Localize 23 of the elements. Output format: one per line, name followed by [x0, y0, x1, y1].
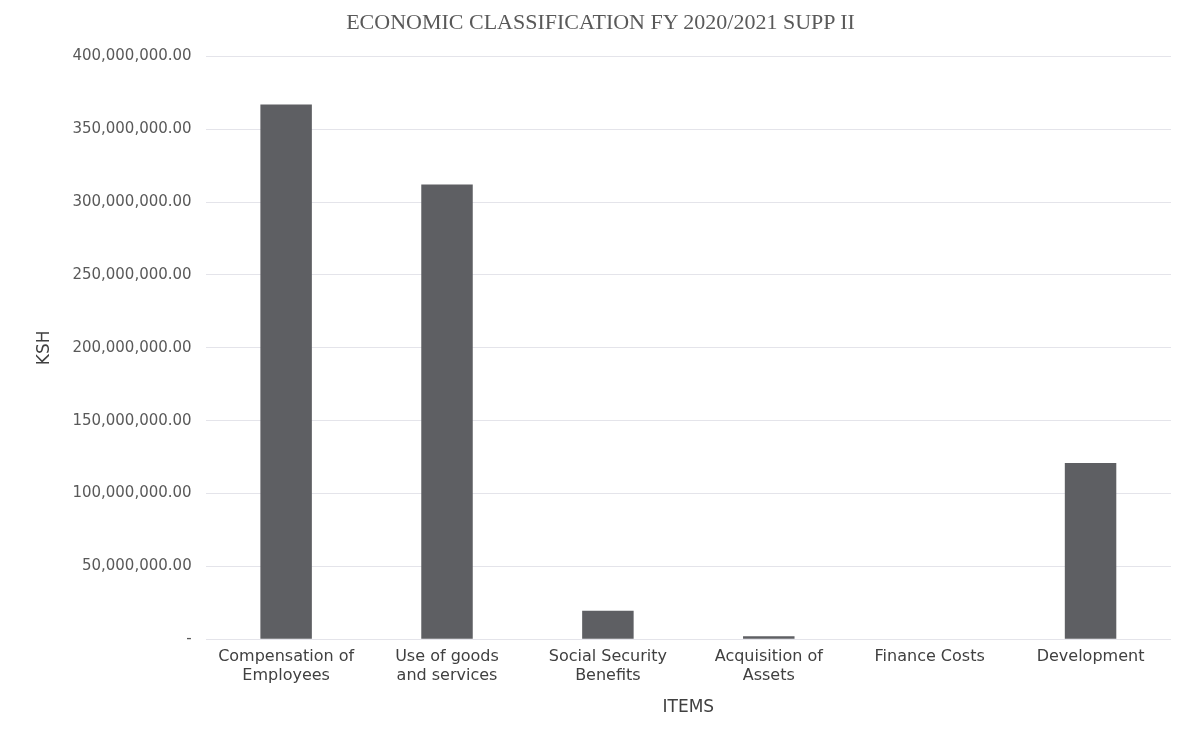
x-axis-title: ITEMS — [662, 696, 715, 717]
chart-title: ECONOMIC CLASSIFICATION FY 2020/2021 SUPP II — [346, 8, 855, 34]
y-axis-title: KSH — [32, 330, 53, 366]
y-tick-label: 50,000,000.00 — [81, 556, 192, 575]
x-tick-label: Compensation of Employees — [218, 645, 355, 685]
y-tick-label: 350,000,000.00 — [72, 119, 192, 138]
bar — [743, 636, 795, 639]
y-tick-label: 300,000,000.00 — [72, 191, 192, 210]
x-tick-label: Development — [1036, 645, 1145, 665]
bar — [421, 184, 473, 639]
y-tick-label: 250,000,000.00 — [72, 264, 192, 283]
x-tick-label: Acquisition of Assets — [714, 645, 824, 685]
y-tick-label: 150,000,000.00 — [72, 410, 192, 429]
y-tick-label: 200,000,000.00 — [72, 337, 192, 356]
x-tick-label: Use of goods and services — [395, 645, 499, 685]
y-tick-label: - — [186, 629, 192, 648]
y-tick-label: 400,000,000.00 — [72, 46, 192, 65]
bar — [1064, 462, 1117, 639]
y-tick-label: 100,000,000.00 — [72, 483, 192, 502]
x-tick-label: Social Security Benefits — [548, 645, 668, 685]
x-tick-label: Finance Costs — [874, 645, 985, 665]
bar — [260, 104, 312, 639]
bar — [582, 610, 634, 639]
